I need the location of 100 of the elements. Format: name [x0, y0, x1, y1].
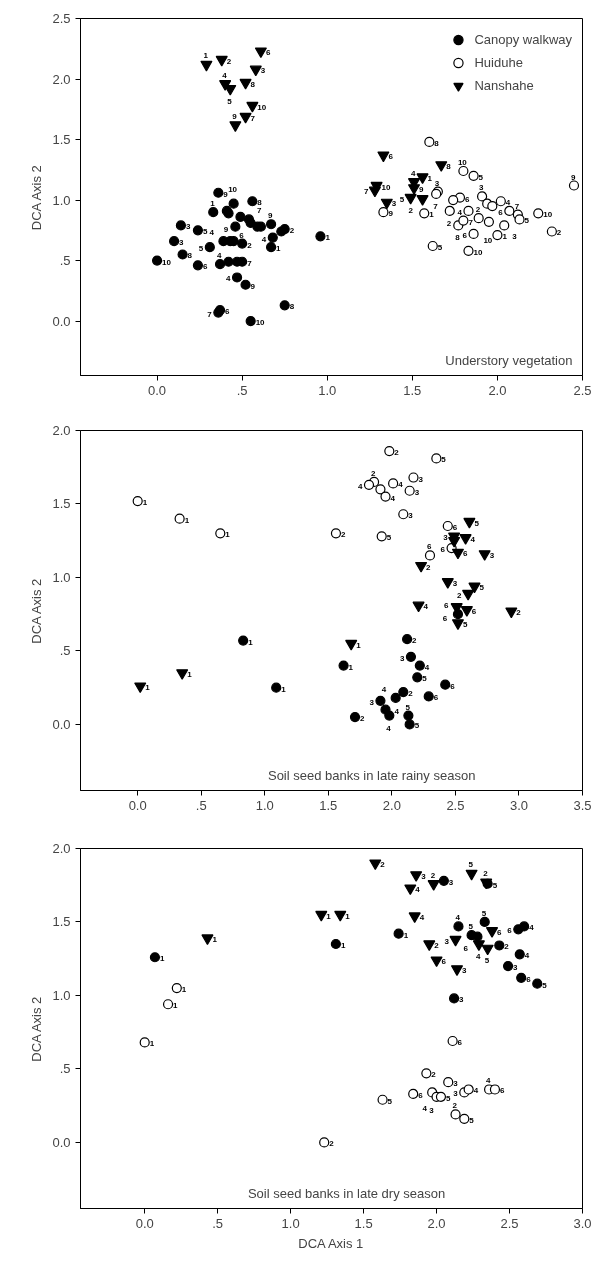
annotation: 2 — [504, 942, 510, 952]
annotation: Soil seed banks in late dry season — [247, 1185, 446, 1201]
annotation: 7 — [514, 201, 520, 211]
annotation: 3 — [453, 1089, 459, 1099]
annotation: 1 — [212, 935, 218, 945]
x-tick-label: 2.5 — [500, 1215, 519, 1231]
annotation: 2 — [289, 226, 295, 236]
annotation: 7 — [256, 206, 262, 216]
annotation: 4 — [524, 951, 530, 961]
annotation: 6 — [526, 974, 532, 984]
annotation: 3 — [453, 1079, 459, 1089]
annotation: 8 — [455, 233, 461, 243]
annotation: 3 — [414, 487, 420, 497]
annotation: 6 — [497, 927, 503, 937]
annotation: 1 — [225, 530, 231, 540]
annotation: 8 — [187, 251, 193, 261]
annotation: 1 — [203, 51, 209, 61]
x-tick-label: 3.0 — [573, 1215, 592, 1231]
x-tick-label: 0.0 — [148, 382, 167, 398]
y-tick-label: .5 — [59, 1061, 71, 1077]
x-tick-label: 1.5 — [354, 1215, 373, 1231]
x-tick-label: .5 — [195, 797, 207, 813]
annotation: 9 — [223, 189, 229, 199]
annotation: 1 — [276, 244, 282, 254]
annotation: 2 — [475, 205, 481, 215]
annotation: 8 — [289, 302, 295, 312]
y-tick-label: 1.0 — [52, 987, 71, 1003]
annotation: 6 — [457, 1037, 463, 1047]
annotation: 5 — [399, 194, 405, 204]
annotation: 5 — [441, 455, 447, 465]
annotation: 1 — [145, 683, 151, 693]
annotation: 2 — [483, 869, 489, 879]
annotation: 3 — [418, 474, 424, 484]
annotation: 3 — [369, 697, 375, 707]
annotation: 4 — [424, 662, 430, 672]
x-tick-label: 1.0 — [255, 797, 274, 813]
annotation: 1 — [173, 1001, 179, 1011]
annotation: 5 — [414, 721, 420, 731]
annotation: 6 — [441, 957, 447, 967]
y-axis-title: DCA Axis 2 — [29, 165, 45, 231]
annotation: 10 — [255, 318, 266, 328]
annotation: 5 — [492, 880, 498, 890]
annotation: 6 — [498, 207, 504, 217]
annotation: 5 — [469, 1115, 475, 1125]
annotation: 3 — [260, 66, 266, 76]
y-tick-label: 2.0 — [52, 71, 71, 87]
annotation: 6 — [440, 545, 446, 555]
annotation: 4 — [209, 228, 215, 238]
annotation: 9 — [388, 209, 394, 219]
annotation: 4 — [381, 684, 387, 694]
annotation: 6 — [388, 152, 394, 162]
annotation: 4 — [411, 168, 417, 178]
annotation: 2 — [446, 218, 452, 228]
annotation: 6 — [442, 613, 448, 623]
x-axis-title: DCA Axis 1 — [298, 1235, 364, 1251]
y-tick-label: 1.5 — [52, 914, 71, 930]
x-tick-label: 1.0 — [281, 1215, 300, 1231]
annotation: 2 — [412, 636, 418, 646]
annotation: 8 — [257, 198, 263, 208]
annotation: 1 — [149, 1039, 155, 1049]
annotation: 7 — [433, 201, 439, 211]
annotation: 1 — [348, 662, 354, 672]
annotation: 1 — [159, 954, 165, 964]
annotation: 3 — [462, 965, 467, 975]
annotation: 6 — [499, 1086, 505, 1096]
annotation: 1 — [326, 911, 332, 921]
y-tick-label: 2.0 — [52, 423, 71, 438]
annotation: 1 — [429, 210, 435, 220]
annotation: 10 — [257, 102, 267, 112]
annotation: 5 — [227, 96, 233, 106]
x-tick-label: 1.5 — [319, 797, 338, 813]
annotation: 2 — [408, 689, 414, 699]
legend-label: Canopy walkway — [474, 31, 572, 49]
x-tick-label: 0.0 — [135, 1215, 154, 1231]
annotation: 2 — [408, 205, 414, 215]
annotation: 2 — [226, 56, 232, 66]
annotation: 5 — [478, 172, 484, 182]
x-tick-label: 2.0 — [427, 1215, 446, 1231]
annotation: 6 — [462, 230, 468, 240]
x-tick-label: .5 — [212, 1215, 224, 1231]
annotation: 2 — [431, 1070, 437, 1080]
annotation: 5 — [437, 243, 443, 253]
annotation: 5 — [422, 674, 428, 684]
legend-label: Nanshahe — [474, 77, 534, 95]
y-tick-label: .5 — [59, 643, 71, 659]
annotation: 10 — [162, 257, 172, 267]
annotation: 10 — [381, 182, 392, 192]
y-tick-label: 1.0 — [52, 192, 71, 208]
annotation: 6 — [507, 926, 513, 936]
x-tick-label: 0.0 — [128, 797, 147, 813]
annotation: 5 — [524, 216, 530, 226]
annotation: 3 — [408, 511, 414, 521]
annotation: 2 — [556, 228, 562, 238]
annotation: 1 — [502, 232, 508, 242]
annotation: 6 — [225, 307, 231, 317]
annotation: 6 — [202, 262, 208, 272]
annotation: 6 — [239, 230, 245, 240]
annotation: 1 — [403, 930, 409, 940]
annotation: 4 — [457, 207, 463, 217]
annotation: 7 — [468, 217, 474, 227]
